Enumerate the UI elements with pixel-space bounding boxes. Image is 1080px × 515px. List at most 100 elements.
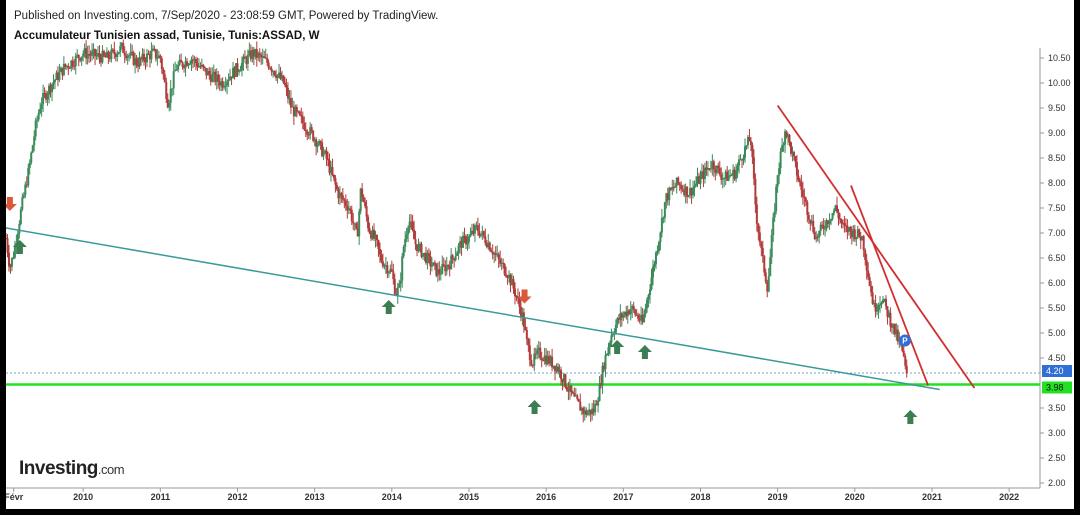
marker-p-icon[interactable] (898, 334, 911, 347)
candle-body (343, 199, 346, 201)
investing-logo: Investing.com (19, 458, 125, 480)
candle-body (239, 70, 242, 72)
candle-body (568, 385, 571, 392)
candle-body (634, 309, 637, 315)
candle-body (784, 131, 787, 145)
candle-body (622, 314, 625, 318)
candle-body (199, 65, 202, 67)
candle-body (21, 197, 24, 210)
candle-body (215, 74, 218, 82)
candle-body (352, 221, 355, 224)
candle-body (545, 355, 548, 364)
candle-body (159, 55, 162, 59)
candle-body (175, 69, 178, 71)
candle-body (65, 65, 68, 67)
candle-body (153, 48, 156, 50)
candle-body (220, 81, 223, 86)
candle-body (350, 209, 353, 222)
candle-body (134, 58, 137, 65)
candle-body (389, 269, 392, 273)
candle-body (370, 232, 373, 239)
candle-body (490, 250, 493, 253)
candle-body (494, 253, 497, 255)
candle-body (177, 64, 180, 70)
candle-body (338, 193, 341, 199)
candle-body (58, 71, 61, 81)
buy-arrow-icon (12, 240, 27, 254)
candle-body (892, 323, 895, 328)
candle-body (273, 71, 276, 76)
candle-body (769, 257, 772, 277)
candle-body (497, 254, 500, 260)
candle-body (778, 168, 781, 176)
candle-body (203, 66, 206, 69)
candle-body (795, 161, 798, 176)
candle-body (745, 145, 748, 147)
candle-body (248, 50, 251, 55)
candle-body (600, 383, 603, 386)
candle-body (884, 298, 887, 307)
candle-body (758, 232, 761, 243)
candle-body (102, 51, 105, 56)
candle-body (83, 48, 86, 54)
candle-body (687, 195, 690, 197)
candle-body (733, 169, 736, 180)
candle-body (356, 228, 359, 237)
candle-body (870, 286, 873, 293)
trendline-red-1[interactable] (776, 104, 976, 389)
candle-body (660, 217, 663, 233)
candle-body (223, 86, 226, 88)
logo-main: Investing (19, 458, 98, 479)
x-tick-label: 2018 (690, 492, 710, 502)
candle-body (821, 224, 824, 226)
candle-body (605, 353, 608, 356)
candle-body (465, 236, 468, 245)
candle-body (86, 53, 89, 59)
candle-body (873, 302, 876, 304)
candle-body (42, 93, 45, 105)
candle-body (693, 185, 696, 188)
candle-body (565, 386, 568, 391)
candle-body (349, 208, 352, 210)
candle-body (18, 224, 21, 234)
trendline-teal[interactable] (6, 227, 940, 391)
candle-body (255, 48, 258, 58)
candle-body (806, 201, 809, 215)
candle-body (254, 48, 257, 57)
candle-body (675, 177, 678, 187)
candle-body (276, 74, 279, 79)
y-tick-label: 5.00 (1048, 328, 1066, 338)
candle-body (711, 161, 714, 169)
published-caption: Published on Investing.com, 7/Sep/2020 -… (14, 10, 439, 22)
candle-body (373, 229, 376, 239)
candle-body (666, 193, 669, 201)
candle-body (131, 51, 134, 53)
candle-body (789, 142, 792, 154)
candle-body (99, 57, 102, 63)
candle-body (169, 88, 172, 103)
trendline-red-2[interactable] (850, 185, 929, 386)
candle-body (229, 76, 232, 80)
candle-body (649, 289, 652, 295)
candle-body (416, 244, 419, 252)
candle-body (91, 51, 94, 56)
candle-body (695, 183, 698, 186)
candle-body (386, 265, 389, 274)
candle-body (301, 116, 304, 123)
candle-body (617, 318, 620, 320)
candle-body (358, 211, 361, 237)
candle-body (157, 55, 160, 58)
candle-body (98, 53, 101, 58)
candle-body (22, 195, 25, 198)
candle-body (515, 296, 518, 298)
candle-body (730, 175, 733, 177)
candle-body (426, 253, 429, 263)
candle-body (318, 141, 321, 145)
price-chart[interactable]: 10.50 10.00 9.50 9.00 8.50 8.00 7.50 7.00 6.50 6.… (6, 0, 1074, 509)
candle-body (6, 238, 9, 253)
candle-body (732, 169, 735, 176)
candle-body (344, 200, 347, 206)
candle-body (260, 54, 263, 58)
candle-body (413, 229, 416, 240)
candle-body (871, 292, 874, 304)
